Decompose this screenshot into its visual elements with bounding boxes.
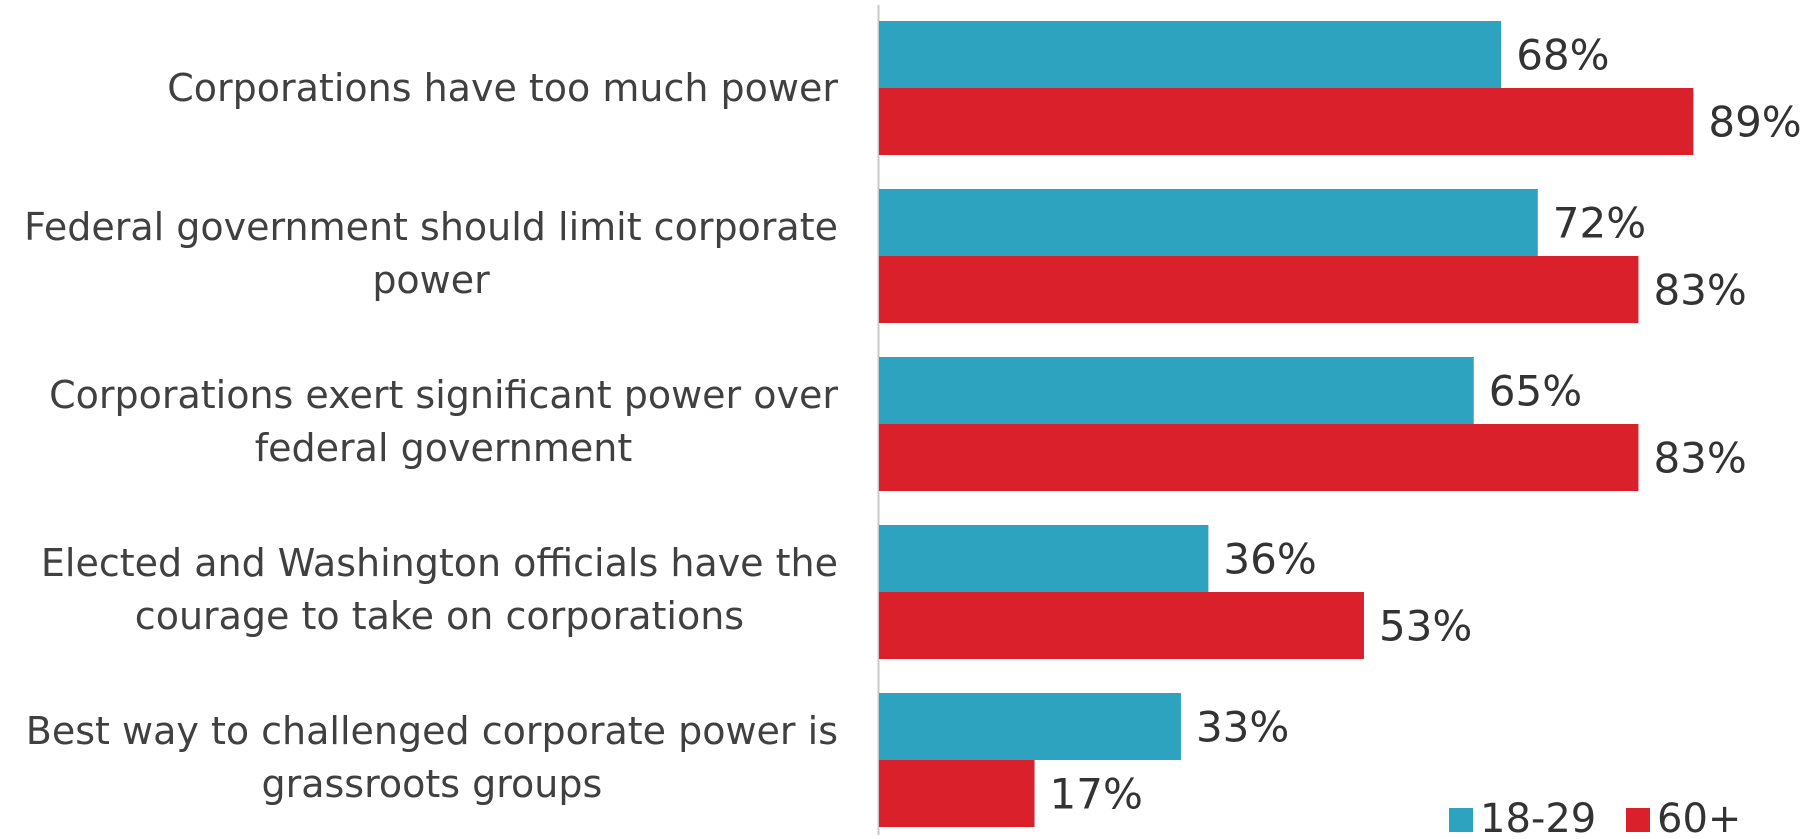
- bar-18-29: [879, 693, 1181, 760]
- value-label: 72%: [1553, 199, 1646, 248]
- bar-60-plus: [879, 424, 1639, 491]
- legend-swatch-60-plus: [1626, 808, 1650, 832]
- bar-18-29: [879, 189, 1538, 256]
- bar-60-plus: [879, 760, 1035, 827]
- value-label: 83%: [1653, 434, 1746, 483]
- legend: 18-29 60+: [1449, 796, 1741, 839]
- category-label: Corporations exert significant power ove…: [49, 373, 838, 470]
- category-label: Best way to challenged corporate power i…: [26, 709, 838, 806]
- bar-60-plus: [879, 592, 1364, 659]
- bar-18-29: [879, 357, 1474, 424]
- legend-label: 18-29: [1480, 796, 1596, 835]
- value-label: 36%: [1223, 535, 1316, 584]
- legend-swatch-18-29: [1449, 808, 1473, 832]
- value-label: 89%: [1708, 98, 1800, 147]
- legend-label: 60+: [1657, 796, 1741, 835]
- category-labels: Corporations have too much power Federal …: [24, 66, 838, 806]
- value-label: 68%: [1516, 31, 1609, 80]
- value-label: 53%: [1379, 602, 1472, 651]
- value-label: 65%: [1489, 367, 1582, 416]
- value-label: 33%: [1196, 703, 1289, 752]
- bar-60-plus: [879, 88, 1694, 155]
- category-label: Elected and Washington officials have th…: [41, 541, 838, 638]
- value-label: 17%: [1050, 770, 1143, 819]
- category-label: Federal government should limit corporat…: [24, 205, 838, 302]
- bar-18-29: [879, 21, 1502, 88]
- bars: [879, 21, 1694, 827]
- value-label: 83%: [1653, 266, 1746, 315]
- category-label: Corporations have too much power: [167, 66, 838, 110]
- value-labels: 68%89%72%83%65%83%36%53%33%17%: [1050, 31, 1800, 819]
- bar-60-plus: [879, 256, 1639, 323]
- bar-18-29: [879, 525, 1209, 592]
